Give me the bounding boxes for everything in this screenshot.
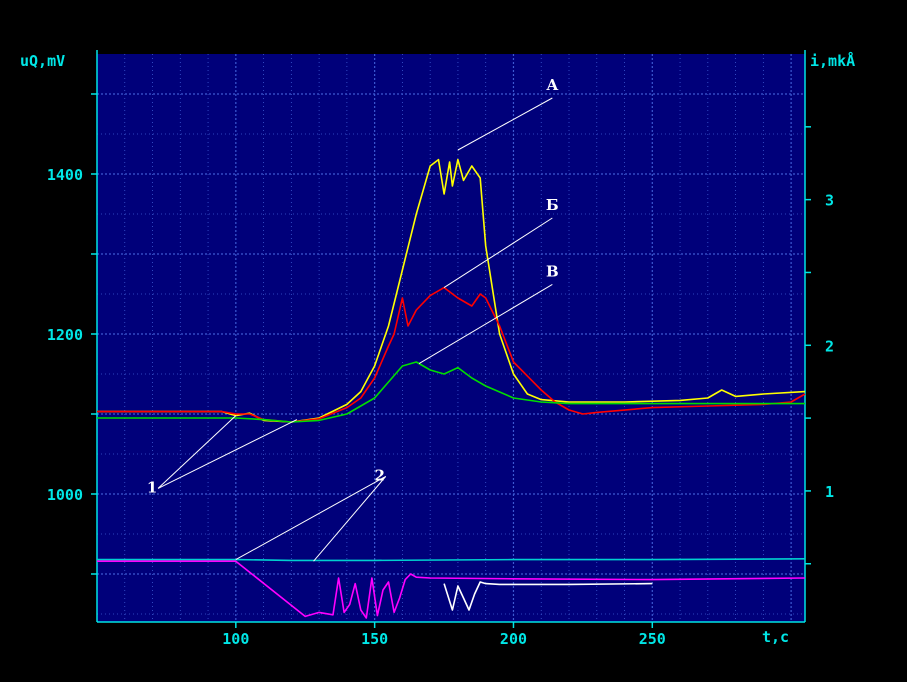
annotation-leader-line [235, 475, 386, 561]
annotation-leader-line [443, 217, 553, 289]
y-left-tick-label: 1000 [47, 486, 83, 504]
annotation-label: А [546, 76, 559, 94]
annotation-label: В [546, 262, 559, 280]
axis-frame [96, 50, 806, 623]
annotation-leader-line [418, 283, 553, 365]
y-right-axis-label: i,mkÅ [810, 51, 855, 70]
annotation-label: 1 [147, 478, 157, 496]
annotation-leader-line [457, 97, 553, 151]
series-line-5 [97, 560, 806, 619]
annotation-leader-line [157, 415, 237, 489]
y-right-tick-label: 2 [825, 337, 834, 355]
annotation-label: 2 [375, 466, 385, 484]
y-left-axis-label: uQ,mV [20, 52, 65, 70]
annotation-group: А Б В 1 2 [147, 76, 559, 562]
series-line-4 [97, 557, 806, 562]
x-axis-label: t,c [762, 628, 789, 646]
plot-area [97, 54, 805, 622]
annotation-leader-line [313, 476, 387, 562]
y-left-tick-label: 1200 [47, 326, 83, 344]
x-tick-label: 150 [361, 630, 388, 648]
axis-ticks: 100 150 200 250 1000 1200 1400 1 2 3 [47, 93, 834, 648]
annotation-label: Б [546, 196, 559, 214]
series-line-3 [97, 361, 805, 423]
y-right-tick-label: 1 [825, 483, 834, 501]
y-left-tick-label: 1400 [47, 166, 83, 184]
annotation-leader-line [157, 419, 298, 489]
y-right-tick-label: 3 [825, 192, 834, 210]
series-line-6 [443, 581, 653, 611]
x-tick-label: 200 [500, 630, 527, 648]
grid-lines [97, 54, 805, 622]
data-series-group [97, 158, 806, 619]
x-tick-label: 100 [222, 630, 249, 648]
x-tick-label: 250 [639, 630, 666, 648]
